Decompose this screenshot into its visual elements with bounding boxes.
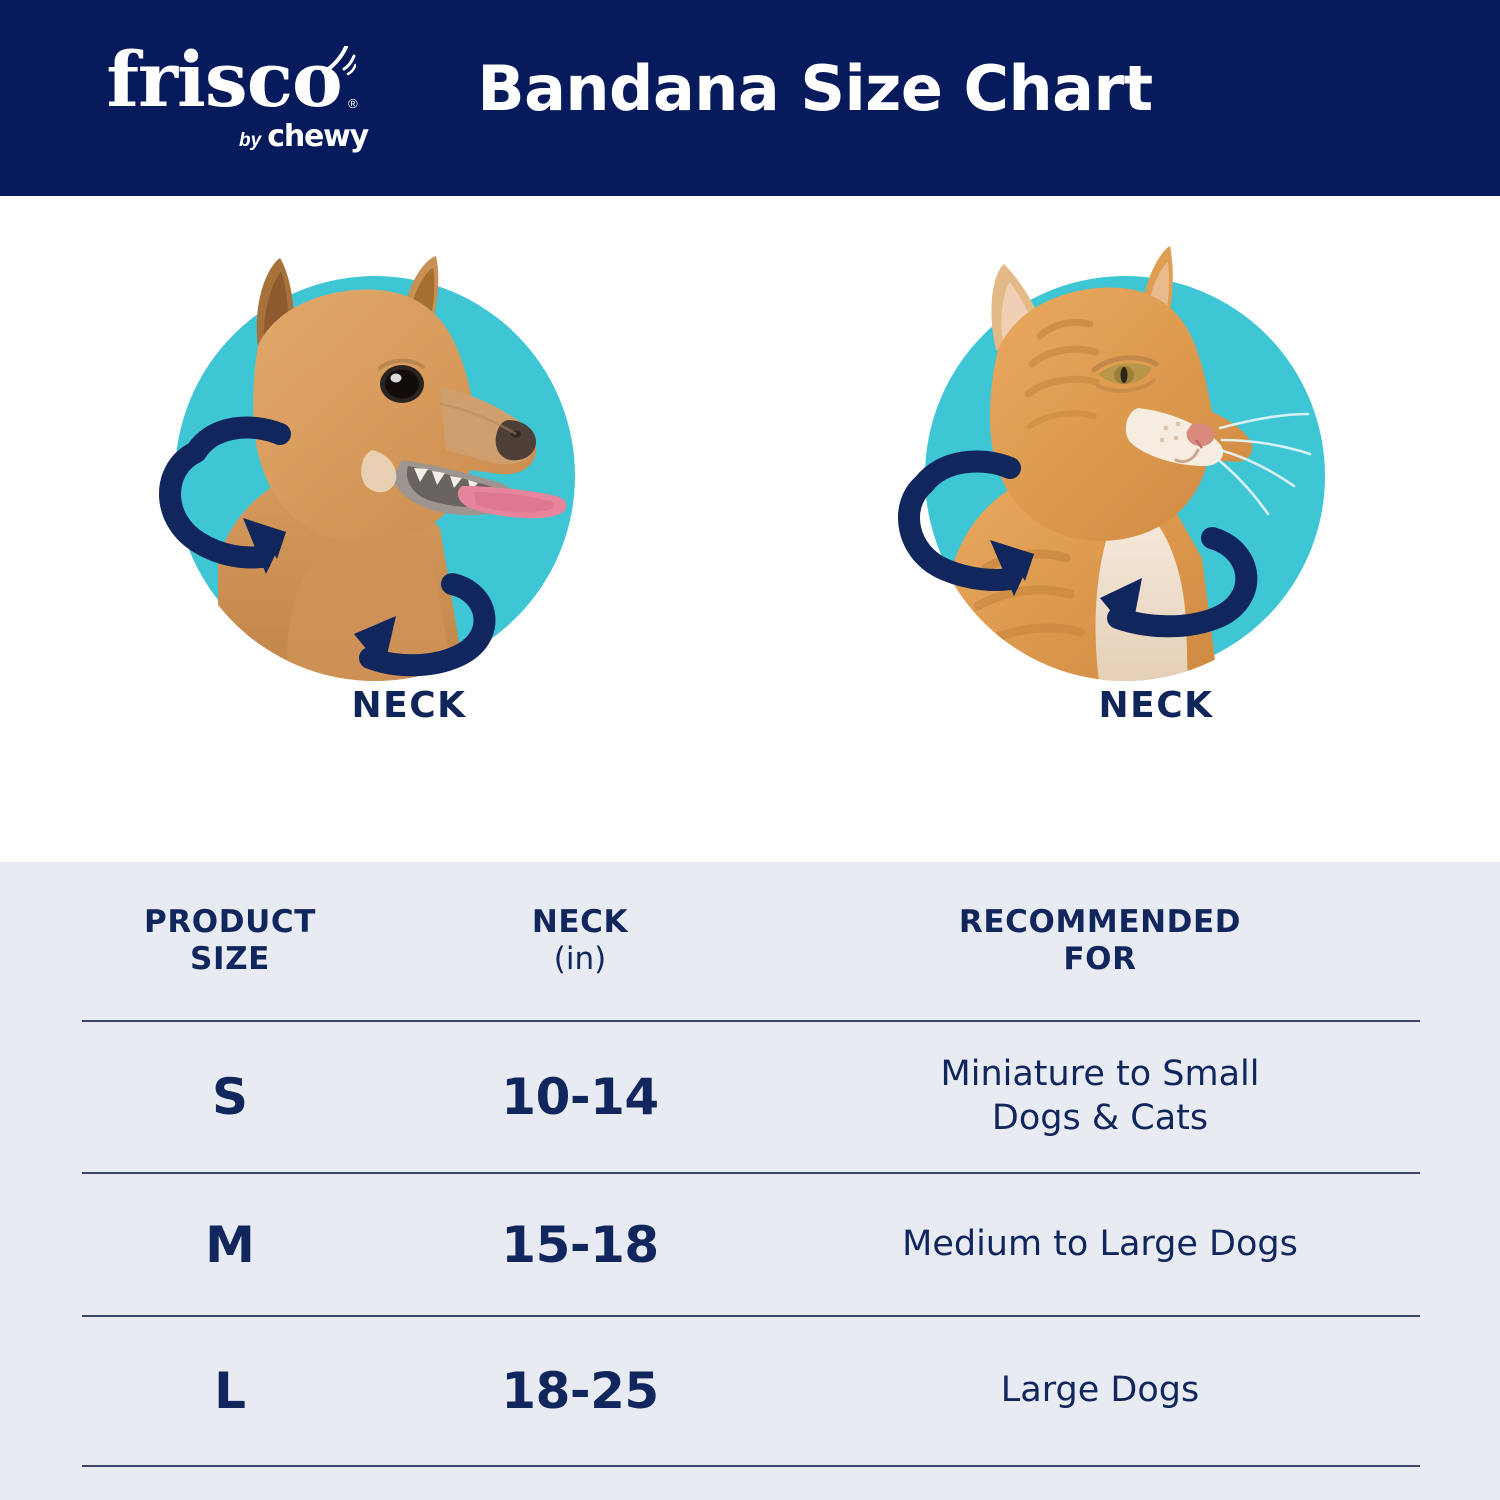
table-divider	[82, 1172, 1420, 1174]
brand-by-label: by	[239, 129, 262, 151]
column-header-neck: NECK (in)	[400, 904, 760, 977]
registered-trademark-icon: ®	[348, 95, 358, 111]
cell-neck-range: 15-18	[501, 1215, 659, 1274]
column-header-product-size-line1: PRODUCT	[144, 904, 316, 941]
cell-recommended-for: Medium to Large Dogs	[902, 1223, 1298, 1264]
table-row: M 15-18 Medium to Large Dogs	[0, 1174, 1500, 1315]
size-table: PRODUCT SIZE NECK (in) RECOMMENDED FOR S…	[0, 862, 1500, 1500]
dog-neck-label: NECK	[351, 685, 467, 726]
table-header-row: PRODUCT SIZE NECK (in) RECOMMENDED FOR	[0, 862, 1500, 1020]
table-bottom-spacer	[0, 1467, 1500, 1497]
chewy-wordmark: chewy	[267, 118, 369, 154]
cell-neck-range: 18-25	[501, 1362, 659, 1420]
brand-wordmark: frisco	[106, 35, 342, 125]
cell-recommended-for: Large Dogs	[1000, 1370, 1200, 1411]
cat-neck-label: NECK	[1098, 685, 1214, 726]
column-header-product-size-line2: SIZE	[190, 941, 270, 977]
swoosh-icon	[321, 46, 356, 76]
column-header-product-size: PRODUCT SIZE	[0, 904, 400, 977]
cell-product-size: M	[205, 1215, 255, 1274]
illustration-row: NECK	[0, 196, 1500, 862]
table-divider	[82, 1020, 1420, 1022]
table-divider	[82, 1465, 1420, 1467]
cell-recommended-line2: Dogs & Cats	[991, 1098, 1209, 1138]
cat-illustration-cell: NECK	[750, 196, 1500, 862]
column-header-recommended-line1: RECOMMENDED	[958, 904, 1242, 941]
brand-wordmark-wrap: frisco ®	[106, 42, 357, 118]
cell-recommended-for: Miniature to Small Dogs & Cats	[760, 1053, 1500, 1141]
cell-neck-range: 10-14	[501, 1068, 659, 1126]
page-title: Bandana Size Chart	[477, 52, 1153, 125]
dog-photo	[218, 256, 567, 681]
column-header-recommended-for: RECOMMENDED FOR	[760, 904, 1500, 977]
cell-recommended-line1: Miniature to Small	[940, 1054, 1260, 1095]
column-header-recommended-line2: FOR	[1063, 941, 1137, 977]
cell-product-size: S	[211, 1068, 248, 1126]
column-header-neck-line1: NECK	[531, 904, 629, 941]
brand-sub-lockup: by chewy	[239, 119, 374, 154]
table-row: S 10-14 Miniature to Small Dogs & Cats	[0, 1022, 1500, 1172]
cat-photo	[950, 246, 1312, 681]
dog-illustration-cell: NECK	[0, 196, 750, 862]
cell-product-size: L	[214, 1362, 246, 1420]
table-row: L 18-25 Large Dogs	[0, 1317, 1500, 1465]
frisco-brand-logo: frisco ® by chewy	[74, 34, 374, 164]
table-divider	[82, 1315, 1420, 1317]
header-bar: frisco ® by chewy Bandana Size Chart	[0, 0, 1500, 196]
column-header-neck-unit: (in)	[553, 941, 607, 977]
size-table-inner: PRODUCT SIZE NECK (in) RECOMMENDED FOR S…	[0, 862, 1500, 1497]
